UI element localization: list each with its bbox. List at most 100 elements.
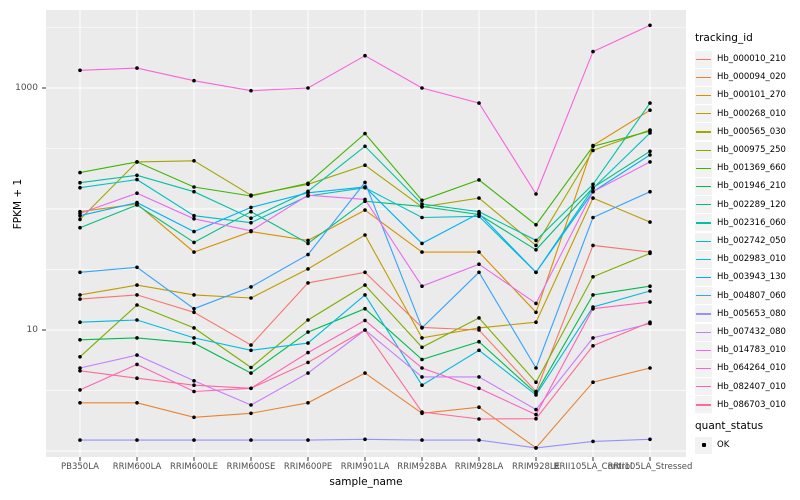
data-point <box>135 336 139 340</box>
data-point <box>477 316 481 320</box>
data-point <box>306 193 310 197</box>
legend-line-icon <box>696 131 711 133</box>
data-point <box>192 159 196 163</box>
data-point <box>648 284 652 289</box>
legend-title-tracking-id: tracking_id <box>695 32 753 44</box>
data-point <box>249 411 253 416</box>
data-point <box>591 49 595 54</box>
data-point <box>534 243 538 248</box>
data-point <box>78 297 82 301</box>
legend-line-icon <box>696 367 711 370</box>
legend-line-icon <box>696 404 711 406</box>
data-point <box>249 365 253 370</box>
x-tick-label: RRIM901LA <box>340 462 390 472</box>
data-point <box>78 211 82 216</box>
legend-item-label: Hb_000268_010 <box>717 108 786 119</box>
legend-line-icon <box>696 386 711 388</box>
data-point <box>78 438 82 442</box>
data-point <box>648 108 652 112</box>
data-point <box>591 380 595 385</box>
data-point <box>135 191 139 195</box>
data-point <box>534 270 538 275</box>
data-point <box>192 415 196 420</box>
data-point <box>420 198 424 203</box>
legend-line-icon <box>696 276 711 279</box>
data-point <box>648 300 652 304</box>
data-point <box>192 341 196 345</box>
data-point <box>477 250 481 254</box>
legend-item-label: Hb_000975_250 <box>717 145 786 155</box>
y-axis-title: FPKM + 1 <box>12 178 24 230</box>
legend-line-icon <box>696 76 711 79</box>
data-point <box>135 283 139 287</box>
data-point <box>249 220 253 225</box>
data-point <box>648 153 652 157</box>
data-point <box>534 310 538 315</box>
legend-item-Hb_004807_060: Hb_004807_060 <box>695 287 786 305</box>
data-point <box>363 437 367 442</box>
data-point <box>534 393 538 397</box>
legend-item-label: Hb_004807_060 <box>717 290 786 301</box>
legend-item-Hb_000565_030: Hb_000565_030 <box>695 123 786 141</box>
data-point <box>306 350 310 355</box>
legend-item-label: Hb_000101_270 <box>717 90 786 101</box>
legend-item-label: Hb_014783_010 <box>717 345 786 356</box>
data-point <box>192 217 196 221</box>
legend-key-swatch <box>695 196 712 214</box>
legend-item-quant-OK: OK <box>695 436 729 454</box>
data-point <box>192 78 196 83</box>
data-point <box>591 275 595 279</box>
data-point <box>420 241 424 246</box>
data-point <box>135 293 139 297</box>
legend-item-label: Hb_086703_010 <box>717 399 786 410</box>
data-point <box>477 262 481 267</box>
data-point <box>591 344 595 348</box>
data-point <box>306 267 310 271</box>
legend-line-icon <box>696 240 711 242</box>
data-point <box>534 366 538 370</box>
data-point <box>249 403 253 407</box>
data-point <box>534 248 538 252</box>
data-point <box>420 250 424 254</box>
data-point <box>420 383 424 388</box>
data-point <box>420 345 424 350</box>
x-tick-label: RRII105LA_Stressed <box>607 462 693 472</box>
data-point <box>648 220 652 224</box>
legend-item-label: Hb_002289_120 <box>717 199 786 210</box>
data-point <box>534 238 538 243</box>
data-point <box>135 303 139 307</box>
legend-title-quant-status: quant_status <box>695 420 764 432</box>
data-point <box>648 149 652 154</box>
data-point <box>363 163 367 167</box>
black-point-icon <box>701 443 706 447</box>
legend-item-label: Hb_002742_050 <box>717 236 786 246</box>
data-point <box>420 375 424 379</box>
data-point <box>363 306 367 311</box>
data-point <box>192 229 196 234</box>
data-point <box>648 131 652 135</box>
legend-item-Hb_000010_210: Hb_000010_210 <box>695 50 786 68</box>
data-point <box>78 185 82 190</box>
legend-key-swatch <box>695 341 712 359</box>
data-point <box>249 194 253 198</box>
legend-item-label: Hb_005653_080 <box>717 308 786 319</box>
legend-item-label: Hb_001369_660 <box>717 163 786 174</box>
data-point <box>135 362 139 367</box>
legend-item-label: Hb_064264_010 <box>717 363 786 374</box>
data-point <box>135 265 139 270</box>
legend-line-icon <box>696 94 711 97</box>
legend-item-Hb_002742_050: Hb_002742_050 <box>695 232 786 250</box>
legend-line-icon <box>696 113 711 115</box>
legend-item-Hb_001369_660: Hb_001369_660 <box>695 159 786 177</box>
data-point <box>420 284 424 289</box>
data-point <box>477 339 481 344</box>
legend-line-icon <box>696 313 711 315</box>
data-point <box>249 209 253 214</box>
data-point <box>363 328 367 332</box>
data-point <box>249 216 253 220</box>
legend-item-label: OK <box>717 440 730 450</box>
data-point <box>306 181 310 186</box>
data-point <box>78 355 82 359</box>
panel-background <box>46 10 686 457</box>
data-point <box>249 438 253 442</box>
